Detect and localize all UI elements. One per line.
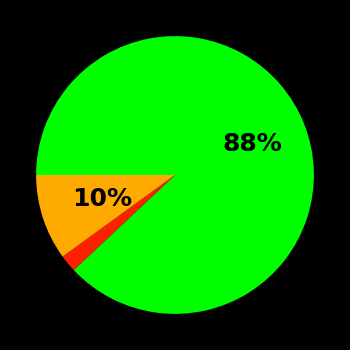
Wedge shape — [36, 36, 314, 314]
Wedge shape — [63, 175, 175, 270]
Wedge shape — [36, 175, 175, 257]
Text: 88%: 88% — [223, 132, 282, 156]
Text: 10%: 10% — [72, 187, 132, 211]
